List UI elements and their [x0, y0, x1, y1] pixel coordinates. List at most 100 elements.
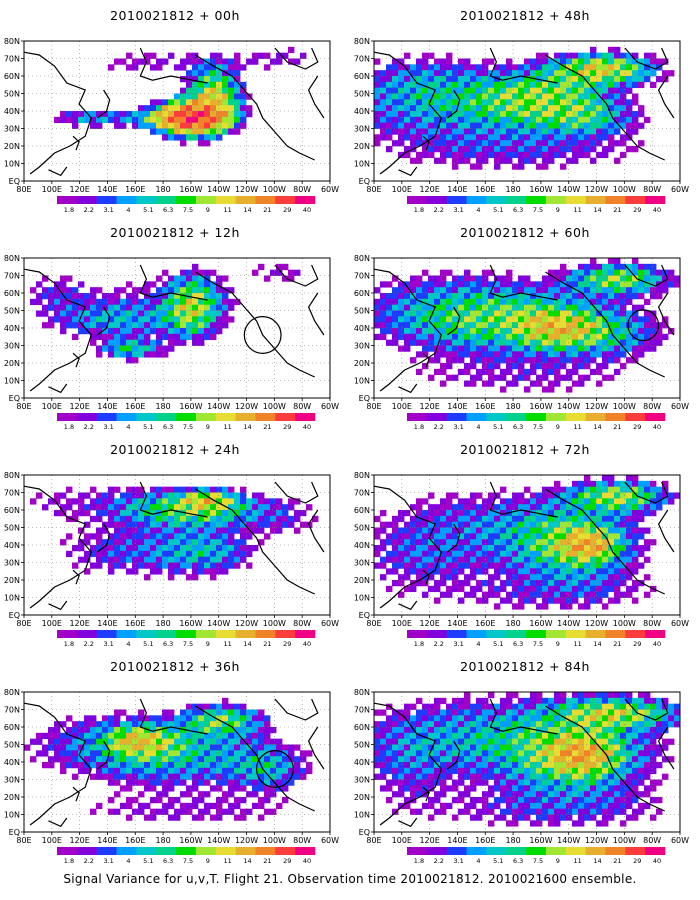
heatmap-cell	[108, 738, 115, 745]
heatmap-cell	[78, 498, 85, 505]
heatmap-cell	[464, 732, 471, 740]
heatmap-cell	[210, 550, 217, 558]
heatmap-cell	[138, 316, 145, 323]
heatmap-cell	[464, 81, 471, 89]
heatmap-cell	[168, 721, 175, 728]
heatmap-cell	[404, 310, 411, 317]
heatmap-cell	[446, 738, 453, 745]
heatmap-cell	[234, 128, 241, 135]
heatmap-cell	[60, 744, 67, 751]
heatmap-cell	[452, 779, 459, 786]
heatmap-cell	[422, 580, 429, 587]
heatmap-cell	[72, 287, 79, 294]
heatmap-cell	[234, 550, 241, 558]
heatmap-cell	[668, 70, 675, 77]
heatmap-cell	[560, 111, 567, 118]
heatmap-cell	[264, 756, 271, 763]
heatmap-cell	[126, 293, 133, 300]
heatmap-cell	[494, 281, 501, 288]
heatmap-cell	[222, 727, 229, 734]
heatmap-cell	[422, 281, 429, 288]
heatmap-cell	[48, 316, 55, 323]
heatmap-cell	[30, 298, 37, 306]
heatmap-cell	[596, 539, 603, 546]
heatmap-cell	[102, 492, 109, 499]
y-tick-label: 60N	[354, 289, 370, 298]
heatmap-cell	[410, 721, 417, 728]
heatmap-cell	[192, 797, 199, 804]
heatmap-cell	[132, 756, 139, 763]
heatmap-cell	[674, 281, 681, 288]
heatmap-cell	[192, 76, 199, 83]
heatmap-cell	[168, 814, 175, 821]
heatmap-cell	[174, 556, 181, 563]
heatmap-cell	[590, 105, 597, 112]
heatmap-cell	[572, 527, 579, 534]
heatmap-cell	[114, 351, 121, 358]
heatmap-cell	[168, 802, 175, 810]
heatmap-cell	[524, 597, 531, 604]
heatmap-cell	[114, 116, 121, 124]
heatmap-cell	[240, 738, 247, 745]
heatmap-cell	[602, 480, 609, 488]
heatmap-cell	[186, 539, 193, 546]
heatmap-cell	[434, 568, 441, 575]
colorbar-swatch	[57, 630, 78, 638]
heatmap-cell	[482, 157, 489, 164]
heatmap-cell	[440, 345, 447, 352]
heatmap-cell	[410, 293, 417, 300]
heatmap-cell	[138, 351, 145, 358]
heatmap-cell	[96, 333, 103, 341]
heatmap-cell	[614, 322, 621, 329]
heatmap-cell	[168, 738, 175, 745]
heatmap-cell	[138, 791, 145, 798]
heatmap-cell	[108, 556, 115, 563]
heatmap-cell	[554, 81, 561, 89]
heatmap-cell	[198, 521, 205, 528]
heatmap-cell	[554, 556, 561, 563]
heatmap-cell	[494, 533, 501, 540]
heatmap-cell	[428, 515, 435, 523]
heatmap-cell	[476, 345, 483, 352]
coastline	[23, 51, 92, 175]
heatmap-cell	[458, 738, 465, 745]
heatmap-cell	[300, 750, 307, 757]
heatmap-cell	[126, 310, 133, 317]
heatmap-cell	[566, 510, 573, 517]
heatmap-cell	[126, 533, 133, 540]
heatmap-cell	[228, 99, 235, 106]
heatmap-cell	[222, 76, 229, 83]
heatmap-cell	[54, 750, 61, 757]
heatmap-cell	[560, 304, 567, 311]
heatmap-cell	[240, 773, 247, 780]
heatmap-cell	[84, 744, 91, 751]
heatmap-cell	[542, 134, 549, 141]
heatmap-cell	[168, 568, 175, 575]
y-tick-label: EQ	[359, 611, 370, 620]
heatmap-cell	[410, 64, 417, 71]
heatmap-cell	[566, 70, 573, 77]
heatmap-cell	[440, 545, 447, 552]
heatmap-cell	[78, 721, 85, 728]
heatmap-cell	[386, 767, 393, 775]
heatmap-cell	[120, 721, 127, 728]
colorbar-label: 4	[126, 423, 130, 431]
heatmap-cell	[150, 281, 157, 288]
heatmap-cell	[608, 263, 615, 271]
heatmap-cell	[464, 134, 471, 141]
heatmap-cell	[524, 591, 531, 598]
heatmap-cell	[518, 568, 525, 575]
heatmap-cell	[602, 475, 609, 482]
heatmap-cell	[410, 539, 417, 546]
heatmap-cell	[572, 368, 579, 376]
heatmap-cell	[530, 64, 537, 71]
heatmap-cell	[102, 750, 109, 757]
heatmap-cell	[440, 298, 447, 306]
heatmap-cell	[548, 515, 555, 523]
heatmap-cell	[470, 562, 477, 569]
heatmap-cell	[488, 111, 495, 118]
heatmap-cell	[584, 93, 591, 100]
heatmap-cell	[650, 269, 657, 276]
heatmap-cell	[258, 539, 265, 546]
heatmap-cell	[228, 715, 235, 722]
